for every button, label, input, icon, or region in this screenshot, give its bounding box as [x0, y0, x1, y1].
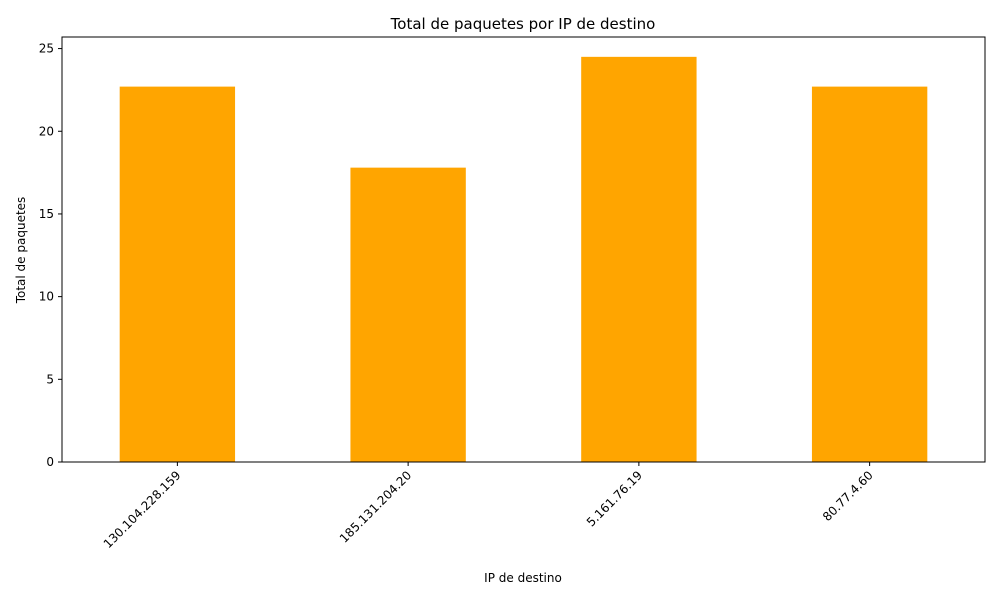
plot-area — [61, 36, 986, 463]
x-axis: 130.104.228.159 185.131.204.20 5.161.76.19… — [101, 462, 876, 551]
bar — [811, 86, 928, 462]
chart-title: Total de paquetes por IP de destino — [390, 15, 656, 33]
y-tick-label: 20 — [39, 124, 54, 138]
x-tick-label: 130.104.228.159 — [101, 468, 184, 551]
x-axis-label: IP de destino — [484, 571, 562, 585]
plot-frame — [61, 36, 986, 463]
y-tick-label: 15 — [39, 207, 54, 221]
y-tick-label: 10 — [39, 290, 54, 304]
bar — [581, 56, 697, 462]
y-axis: 0 5 10 15 20 25 — [39, 42, 62, 469]
y-tick-label: 25 — [39, 42, 54, 56]
bar — [119, 86, 236, 462]
x-tick-label: 5.161.76.19 — [584, 468, 645, 529]
x-tick-label: 80.77.4.60 — [820, 468, 876, 524]
y-tick-label: 0 — [46, 455, 54, 469]
y-tick-label: 5 — [46, 372, 54, 386]
y-axis-label: Total de paquetes — [14, 197, 28, 305]
bar — [350, 167, 466, 462]
x-tick-label: 185.131.204.20 — [337, 468, 414, 545]
